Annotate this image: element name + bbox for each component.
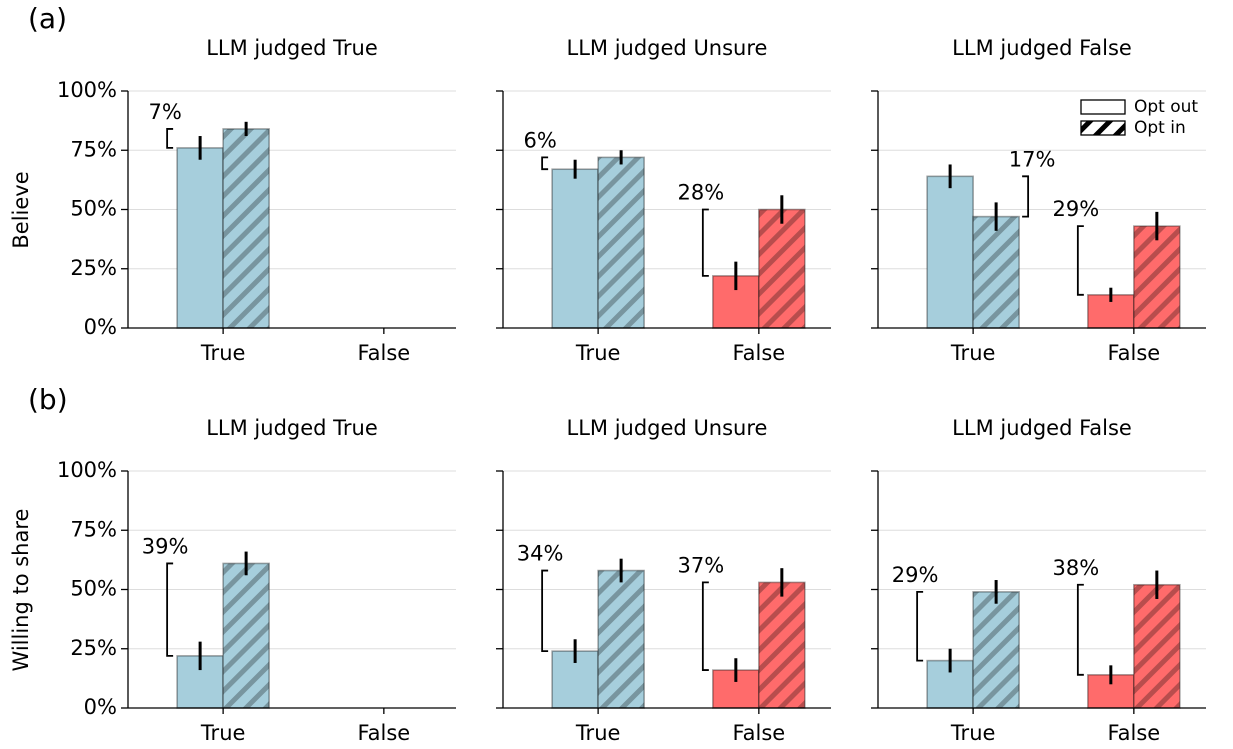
legend-swatch [1080, 99, 1126, 115]
bar [1133, 583, 1181, 709]
difference-bracket [701, 581, 709, 671]
bar [758, 581, 806, 709]
annotation: 7% [148, 100, 181, 124]
difference-bracket [166, 562, 174, 657]
annotation: 29% [892, 563, 939, 587]
y-tick-label: 100% [57, 78, 117, 102]
subplot-title: LLM judged False [952, 36, 1132, 60]
x-tick-label: False [732, 341, 785, 365]
difference-bracket [916, 590, 924, 662]
y-tick-label: 0% [84, 695, 117, 719]
difference-bracket [166, 128, 174, 149]
subplot-title: LLM judged Unsure [567, 36, 768, 60]
bar [1133, 225, 1181, 329]
x-tick-label: False [1107, 721, 1160, 745]
subplot-title: LLM judged Unsure [567, 416, 768, 440]
bar [597, 156, 645, 329]
y-tick-label: 100% [57, 458, 117, 482]
x-tick-label: True [575, 341, 621, 365]
difference-bracket [1076, 225, 1084, 296]
panel-label: (a) [28, 2, 67, 35]
bar [597, 569, 645, 709]
bar [972, 591, 1020, 709]
y-tick-label: 75% [70, 137, 117, 161]
y-axis-label: Believe [9, 171, 33, 248]
y-tick-label: 50% [70, 577, 117, 601]
legend-label: Opt in [1134, 118, 1186, 138]
x-tick-label: False [357, 341, 410, 365]
x-tick-label: True [950, 721, 996, 745]
y-tick-label: 25% [70, 636, 117, 660]
x-tick-label: True [200, 721, 246, 745]
bar [758, 208, 806, 329]
difference-bracket [1022, 175, 1030, 218]
difference-bracket [541, 156, 549, 171]
subplot-title: LLM judged True [206, 36, 378, 60]
bar [222, 562, 270, 709]
y-tick-label: 0% [84, 315, 117, 339]
annotation: 17% [1009, 147, 1056, 171]
difference-bracket [541, 569, 549, 653]
annotation: 6% [523, 128, 556, 152]
y-tick-label: 75% [70, 517, 117, 541]
y-axis-label: Willing to share [9, 509, 33, 672]
x-tick-label: False [357, 721, 410, 745]
legend-swatch [1080, 120, 1126, 136]
difference-bracket [1076, 583, 1084, 676]
x-tick-label: True [575, 721, 621, 745]
y-tick-label: 50% [70, 197, 117, 221]
annotation: 28% [677, 181, 724, 205]
bar [972, 215, 1020, 329]
y-tick-label: 25% [70, 256, 117, 280]
annotation: 29% [1052, 197, 1099, 221]
bar [926, 175, 974, 329]
x-tick-label: False [1107, 341, 1160, 365]
x-tick-label: True [950, 341, 996, 365]
panel-label: (b) [28, 383, 68, 416]
legend-label: Opt out [1134, 97, 1198, 117]
x-tick-label: True [200, 341, 246, 365]
annotation: 38% [1052, 556, 1099, 580]
annotation: 34% [517, 542, 564, 566]
subplot-title: LLM judged True [206, 416, 378, 440]
bar [222, 128, 270, 329]
bar [176, 147, 224, 329]
annotation: 39% [142, 534, 189, 558]
subplot-title: LLM judged False [952, 416, 1132, 440]
annotation: 37% [677, 553, 724, 577]
bar [551, 168, 599, 329]
difference-bracket [701, 208, 709, 277]
x-tick-label: False [732, 721, 785, 745]
